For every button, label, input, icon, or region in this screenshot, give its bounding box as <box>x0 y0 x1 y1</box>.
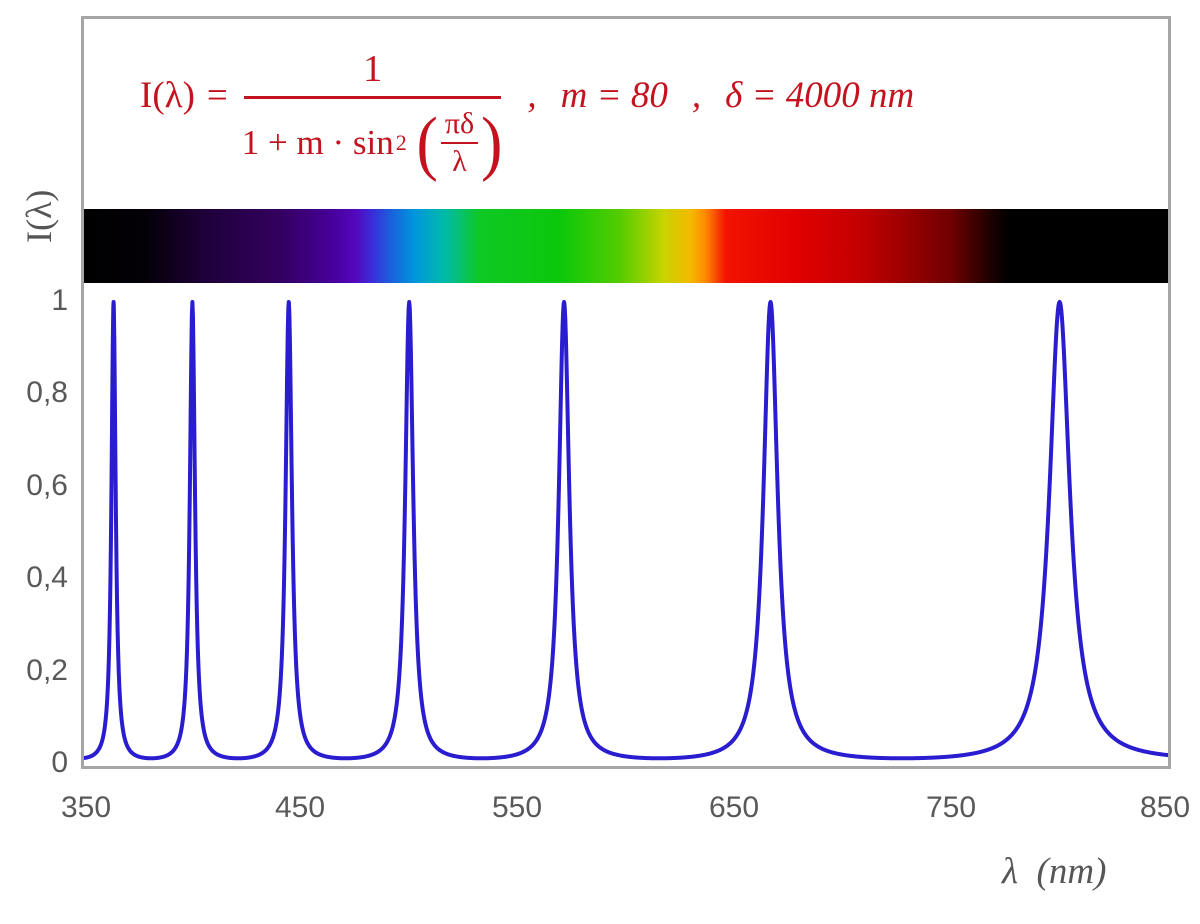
open-paren: ( <box>416 102 438 182</box>
y-tick: 0,2 <box>26 654 68 687</box>
x-tick: 750 <box>925 791 977 824</box>
inner-fraction: πδ λ <box>440 106 479 178</box>
inner-denominator: λ <box>452 144 467 178</box>
close-paren: ) <box>481 102 503 182</box>
formula-fraction: 1 1 + m · sin 2 (πδ λ) <box>242 46 504 181</box>
param-m: m = 80 <box>560 74 668 116</box>
fraction-denominator: 1 + m · sin 2 (πδ λ) <box>241 102 503 182</box>
visible-spectrum-strip <box>84 209 1168 283</box>
x-axis-label: λ (nm) <box>1002 851 1107 892</box>
param-delta: δ = 4000 nm <box>725 74 915 116</box>
formula: I(λ) = 1 1 + m · sin 2 (πδ λ) , m = 80 , δ… <box>140 33 914 193</box>
formula-equals: = <box>206 74 228 116</box>
x-tick: 650 <box>708 791 760 824</box>
y-tick: 0,8 <box>26 376 68 409</box>
denominator-text: 1 + m · sin <box>241 122 394 162</box>
inner-fraction-bar <box>440 141 479 144</box>
intensity-curve-line <box>84 300 1168 761</box>
x-tick: 850 <box>1139 791 1191 824</box>
plot-frame: I(λ) = 1 1 + m · sin 2 (πδ λ) , m = 80 , δ… <box>81 16 1171 769</box>
y-axis-label: I(λ) <box>19 189 59 243</box>
x-tick: 550 <box>491 791 543 824</box>
fraction-numerator: 1 <box>363 47 383 90</box>
formula-comma-2: , <box>691 74 702 116</box>
y-tick: 0,4 <box>26 561 68 594</box>
y-tick: 1 <box>51 284 68 317</box>
y-tick: 0 <box>51 746 68 779</box>
formula-lhs: I(λ) <box>140 74 195 116</box>
formula-comma-1: , <box>527 74 537 116</box>
inner-numerator: πδ <box>444 106 475 140</box>
x-tick: 350 <box>60 791 112 824</box>
fraction-bar <box>243 95 502 99</box>
intensity-curve <box>84 300 1168 761</box>
x-tick: 450 <box>274 791 326 824</box>
y-tick: 0,6 <box>26 469 68 502</box>
